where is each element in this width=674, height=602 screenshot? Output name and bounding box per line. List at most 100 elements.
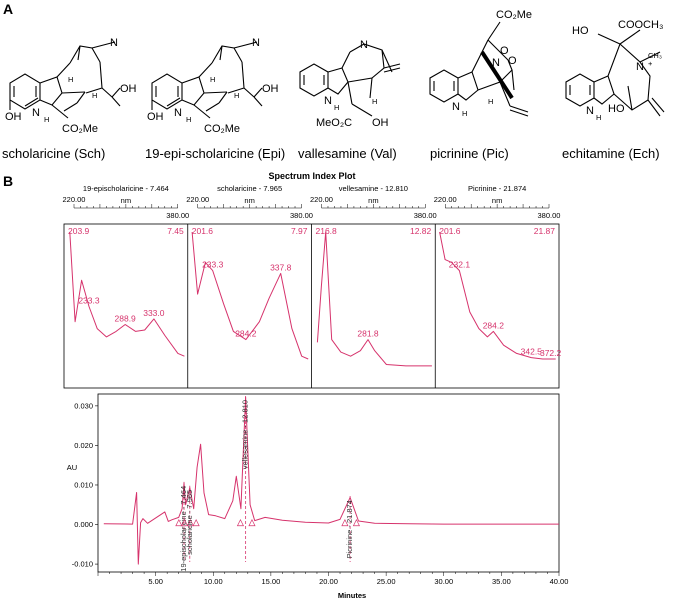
svg-text:N: N (174, 107, 182, 119)
svg-text:CO₂Me: CO₂Me (204, 123, 240, 135)
spectrum-peak-label: 201.6 (439, 226, 461, 236)
structure-echitamine-atoms: HO COOCH₃ N N H CH₃ HO + (572, 19, 663, 122)
peak-label: 19-epischolaricine - 7.464 (179, 486, 188, 572)
chromatogram-trace (103, 396, 559, 565)
spectrum-header: scholaricine - 7.965 (217, 184, 282, 193)
compound-name-19-epi-scholaricine: 19-epi-scholaricine (Epi) (145, 146, 285, 161)
spectrum-panel-2: scholaricine - 7.965 220.00 380.00 nm 7.97 20… (186, 184, 313, 388)
spectrum-range-start: 220.00 (434, 195, 457, 204)
spectrum-retention-label: 21.87 (534, 226, 556, 236)
spectrum-title: Spectrum Index Plot (268, 171, 355, 181)
structure-vallesamine-atoms: N N H H MeO₂C OH (316, 39, 389, 129)
svg-text:H: H (92, 91, 97, 100)
compound-name-vallesamine: vallesamine (Val) (298, 146, 397, 161)
compound-name-scholaricine: scholaricine (Sch) (2, 146, 105, 161)
baseline-marker (341, 518, 349, 527)
spectrum-range-end: 380.00 (166, 211, 189, 220)
chromatogram-peak-2: scholaricine - 7.965 (181, 485, 200, 562)
svg-text:N: N (252, 37, 260, 49)
spectrum-retention-label: 7.45 (167, 226, 184, 236)
svg-text:H: H (372, 97, 377, 106)
chromatogram-xtick-label: 25.00 (377, 577, 396, 586)
chromatogram-ylabel: AU (67, 463, 77, 472)
spectrum-curve (191, 231, 309, 360)
spectrum-nm-label: nm (244, 196, 254, 205)
chromatogram-xlabel: Minutes (338, 591, 366, 600)
structure-picrinine (429, 21, 529, 117)
spectrum-peak-label: 333.0 (143, 308, 165, 318)
svg-text:CO₂Me: CO₂Me (62, 123, 98, 135)
baseline-marker (192, 518, 200, 527)
svg-text:H: H (234, 91, 239, 100)
structure-vallesamine (299, 43, 401, 117)
spectrum-peak-label: 232.1 (449, 260, 471, 270)
spectrum-peak-label: 216.8 (316, 226, 338, 236)
svg-text:H: H (44, 115, 49, 124)
baseline-marker (236, 518, 245, 527)
spectrum-curve (439, 231, 556, 360)
structure-19-epi-scholaricine-atoms: N N H H H OH OH CO₂Me (147, 37, 279, 135)
svg-text:HO: HO (608, 103, 625, 115)
svg-text:COOCH₃: COOCH₃ (618, 19, 663, 31)
svg-text:OH: OH (5, 111, 22, 123)
spectrum-range-end: 380.00 (538, 211, 561, 220)
panel-label-a: A (3, 1, 13, 17)
svg-text:MeO₂C: MeO₂C (316, 117, 352, 129)
svg-text:OH: OH (372, 117, 389, 129)
spectrum-range-start: 220.00 (186, 195, 209, 204)
peak-label: Picrinine - 21.874 (345, 500, 354, 558)
spectrum-peak-label: 284.2 (235, 329, 257, 339)
spectrum-peak-label: 372.2 (540, 348, 562, 358)
spectrum-curve (69, 231, 185, 357)
spectrum-peak-label: 233.3 (202, 260, 224, 270)
chromatogram-xtick-label: 35.00 (492, 577, 511, 586)
chromatogram-peak-1: 19-epischolaricine - 7.464 (175, 481, 194, 572)
chromatogram: AU Minutes 0.030 0.020 0.010 0.000 -0.010 5.0… (67, 393, 569, 600)
svg-text:O: O (500, 45, 509, 57)
svg-text:OH: OH (262, 83, 279, 95)
spectrum-range-end: 380.00 (414, 211, 437, 220)
chromatogram-ytick-label: 0.020 (74, 441, 93, 450)
spectrum-peak-label: 342.5 (521, 347, 543, 357)
svg-text:H: H (68, 75, 73, 84)
svg-text:H: H (462, 109, 467, 118)
baseline-marker (186, 518, 194, 527)
spectrum-header: Picrinine - 21.874 (468, 184, 526, 193)
chromatogram-xtick-label: 10.00 (204, 577, 223, 586)
chromatogram-xtick-label: 15.00 (261, 577, 280, 586)
chromatogram-frame (97, 393, 560, 573)
svg-text:HO: HO (572, 25, 589, 37)
compound-name-echitamine: echitamine (Ech) (562, 146, 660, 161)
chromatogram-axes: 0.030 0.020 0.010 0.000 -0.010 5.00 10.00 15.00… (72, 401, 569, 586)
structure-picrinine-atoms: N N H O O H CO₂Me (452, 9, 532, 118)
svg-text:N: N (586, 105, 594, 117)
chromatogram-ytick-label: 0.010 (74, 480, 93, 489)
baseline-marker (175, 518, 183, 527)
spectrum-header: 19-epischolaricine - 7.464 (83, 184, 169, 193)
compound-name-picrinine: picrinine (Pic) (430, 146, 509, 161)
chromatogram-ytick-label: 0.000 (74, 520, 93, 529)
spectrum-panel-1: 19-epischolaricine - 7.464 220.00 380.00 nm… (63, 184, 189, 357)
svg-text:N: N (492, 57, 500, 69)
chromatogram-xtick-label: 5.00 (148, 577, 163, 586)
spectrum-retention-label: 12.82 (410, 226, 432, 236)
spectrum-peak-label: 233.3 (78, 296, 100, 306)
spectrum-peak-label: 281.8 (357, 329, 379, 339)
spectrum-peak-label: 288.9 (115, 313, 137, 323)
peak-label: scholaricine - 7.965 (185, 490, 194, 555)
spectrum-header: vellesamine - 12.810 (339, 184, 408, 193)
spectrum-peak-label: 284.2 (483, 320, 505, 330)
svg-text:H: H (210, 75, 215, 84)
spectrum-nm-label: nm (492, 196, 502, 205)
spectrum-nm-label: nm (368, 196, 378, 205)
spectrum-panel-4: Picrinine - 21.874 220.00 380.00 nm 21.87 201… (434, 184, 562, 388)
spectrum-index-plot: Spectrum Index Plot 19-epischolaricine -… (63, 171, 562, 389)
spectrum-range-start: 220.00 (310, 195, 333, 204)
spectrum-nm-label: nm (121, 196, 131, 205)
svg-text:H: H (596, 113, 601, 122)
spectrum-retention-label: 7.97 (291, 226, 308, 236)
chromatogram-ytick-label: 0.030 (74, 401, 93, 410)
svg-text:N: N (360, 39, 368, 51)
